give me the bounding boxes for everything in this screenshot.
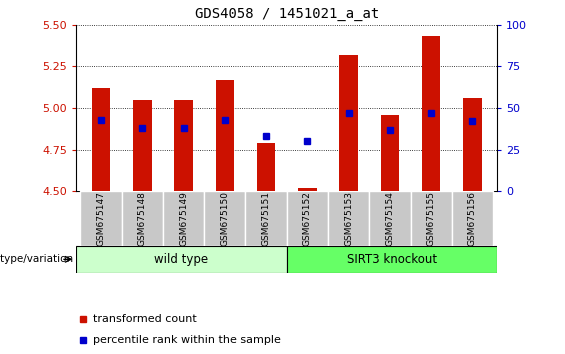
Bar <box>452 191 493 246</box>
Bar <box>411 191 452 246</box>
Text: GSM675152: GSM675152 <box>303 191 312 246</box>
Bar <box>121 191 163 246</box>
Text: SIRT3 knockout: SIRT3 knockout <box>347 253 437 266</box>
Text: wild type: wild type <box>154 253 208 266</box>
Bar <box>76 246 287 273</box>
Bar <box>174 99 193 191</box>
Bar <box>163 191 204 246</box>
Text: GSM675150: GSM675150 <box>220 191 229 246</box>
Text: GSM675156: GSM675156 <box>468 191 477 246</box>
Bar <box>422 36 441 191</box>
Bar <box>133 99 151 191</box>
Bar <box>204 191 245 246</box>
Bar <box>80 191 121 246</box>
Text: GSM675154: GSM675154 <box>385 191 394 246</box>
Text: transformed count: transformed count <box>93 314 197 324</box>
Text: GSM675151: GSM675151 <box>262 191 271 246</box>
Bar <box>216 80 234 191</box>
Bar <box>92 88 110 191</box>
Bar <box>287 246 497 273</box>
Bar <box>298 188 316 191</box>
Bar <box>245 191 287 246</box>
Text: GSM675149: GSM675149 <box>179 191 188 246</box>
Title: GDS4058 / 1451021_a_at: GDS4058 / 1451021_a_at <box>194 7 379 21</box>
Text: percentile rank within the sample: percentile rank within the sample <box>93 335 281 345</box>
Bar <box>370 191 411 246</box>
Bar <box>287 191 328 246</box>
Text: genotype/variation: genotype/variation <box>0 254 73 264</box>
Bar <box>328 191 370 246</box>
Text: GSM675153: GSM675153 <box>344 191 353 246</box>
Bar <box>257 143 275 191</box>
Text: GSM675147: GSM675147 <box>97 191 106 246</box>
Bar <box>463 98 482 191</box>
Text: GSM675155: GSM675155 <box>427 191 436 246</box>
Bar <box>381 115 399 191</box>
Text: GSM675148: GSM675148 <box>138 191 147 246</box>
Bar <box>340 55 358 191</box>
